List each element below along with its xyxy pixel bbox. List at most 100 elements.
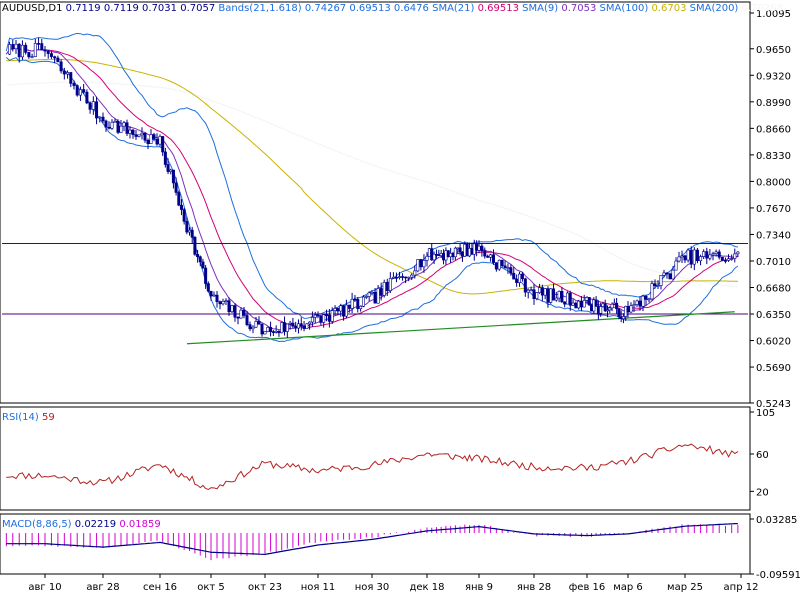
candle-body [500,259,504,267]
candle-body [122,122,126,127]
pane-header-item: 0.01859 [119,519,160,530]
pane-header-item: 0.74267 [305,3,346,14]
candle-body [280,322,284,334]
candle-body [702,251,706,257]
candle-body [388,278,392,291]
candle-body [308,321,312,325]
pane-header-item: 59 [42,412,55,423]
candle-body [565,292,569,305]
candle-body [155,139,159,145]
candle-body [733,253,737,259]
candle-body [361,296,365,307]
candle-body [245,315,249,325]
pane-header-item: 0.7053 [561,3,596,14]
candle-body [494,262,498,270]
candle-body [310,316,314,323]
candle-body [453,247,457,258]
price-y-tick-label: 0.9320 [756,71,791,82]
candle-body [674,260,678,271]
candle-body [416,259,420,272]
candle-body [568,292,572,306]
candle-body [526,289,530,293]
pane-header-item: SMA(200) [690,3,739,14]
candle-body [397,276,401,278]
candle-body [143,132,147,141]
x-tick-label: сен 16 [143,582,177,593]
candle-body [344,304,348,317]
candle-body [483,250,487,257]
candle-body [509,267,513,274]
candle-body [333,308,337,311]
candle-body [714,251,718,254]
candle-body [190,229,194,238]
candle-body [49,53,53,57]
candle-body [291,322,295,327]
pane-header-item: 0.69513 [478,3,519,14]
candle-body [342,305,346,317]
candle-body [677,256,681,262]
x-tick-label: ноя 11 [301,582,336,593]
candle-body [407,276,411,279]
candle-body [659,275,663,286]
candle-body [419,259,423,268]
candle-body [353,298,357,301]
candle-body [330,310,334,322]
candle-body [95,101,99,119]
candle-body [113,120,117,123]
candle-body [379,288,383,296]
x-tick-label: янв 28 [517,582,551,593]
candle-body [638,300,642,307]
candle-body [72,83,76,86]
candle-body [730,258,734,260]
candle-body [285,323,289,332]
candle-body [594,299,598,307]
candle-body [668,273,672,280]
candle-body [236,316,240,319]
candle-body [717,251,721,258]
candle-body [367,292,371,297]
pane-header-item: SMA(9) [522,3,558,14]
candle-body [152,134,156,140]
candle-body [629,305,633,313]
candle-body [705,251,709,259]
candle-body [251,326,255,330]
candle-body [370,291,374,294]
candle-body [254,321,258,328]
x-tick-label: авг 28 [86,582,119,593]
candle-body [472,243,476,255]
candle-body [621,316,625,319]
candle-body [671,269,675,280]
price-pane-frame [0,1,751,404]
candle-body [325,314,329,317]
candle-body [560,291,564,303]
candle-body [477,245,481,251]
candle-body [101,116,105,122]
candle-body [617,308,621,318]
pane-header-item: 0.6476 [394,3,429,14]
candle-body [20,44,24,58]
candle-body [680,255,684,258]
candle-body [161,136,165,153]
candle-body [359,306,363,309]
candle-body [647,298,651,301]
x-axis: авг 10 авг 28 сен 16 окт 5 окт 23 ноя 11 ноя 3… [28,574,758,593]
pane-header-item: SMA(21) [432,3,474,14]
candle-body [266,327,270,332]
x-tick-label: ноя 30 [355,582,390,593]
candle-body [248,324,252,330]
price-y-tick-label: 0.7670 [756,204,791,215]
candle-body [257,321,261,325]
x-tick-label: мар 6 [613,582,643,593]
x-tick-label: дек 18 [409,582,444,593]
price-y-tick-label: 1.0095 [756,9,791,20]
candle-body [711,253,715,256]
candle-body [137,134,141,137]
candle-body [263,331,267,335]
candle-body [283,322,287,332]
candle-body [269,327,273,332]
candle-body [446,250,450,257]
candle-body [215,294,219,302]
pane-header-item: AUDUSD,D1 [2,3,62,14]
candle-body [104,120,108,128]
